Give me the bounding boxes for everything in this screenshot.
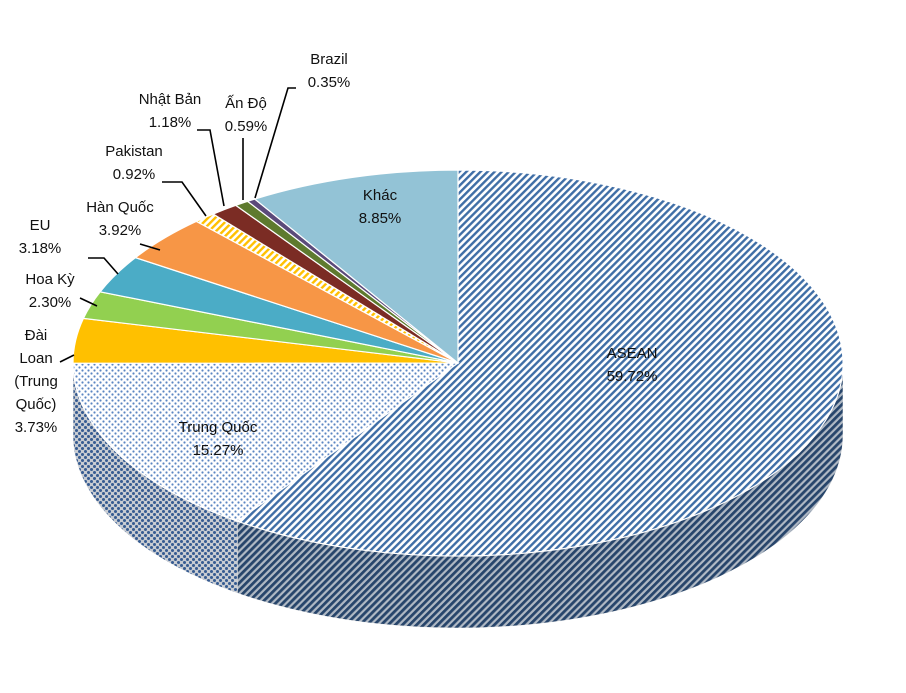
slice-labels: ASEAN 59.72% Trung Quốc 15.27% Đài Loan (Trung… — [14, 51, 657, 459]
leader-pakistan — [162, 181, 207, 217]
label-trung-quoc: Trung Quốc 15.27% — [179, 419, 258, 459]
side-shade — [73, 363, 843, 628]
label-han-quoc: Hàn Quốc 3.92% — [86, 199, 154, 239]
label-brazil: Brazil 0.35% — [308, 51, 351, 91]
value-label-hoa-ky: 2.30% — [29, 294, 72, 311]
leader-eu — [88, 257, 119, 275]
label-pakistan: Pakistan 0.92% — [105, 143, 163, 183]
pie-top-faces — [72, 169, 844, 557]
value-label-eu: 3.18% — [19, 240, 62, 257]
leader-brazil — [254, 87, 296, 199]
value-label-khac: 8.85% — [359, 210, 402, 227]
value-label-han-quoc: 3.92% — [99, 222, 142, 239]
label-hoa-ky: Hoa Kỳ 2.30% — [25, 271, 75, 311]
label-eu: EU 3.18% — [19, 217, 62, 257]
leader-dai-loan-trung-quoc — [59, 354, 75, 363]
slice-khac — [253, 169, 459, 365]
leader-han-quoc — [139, 243, 161, 251]
value-label-pakistan: 0.92% — [113, 166, 156, 183]
value-label-an-do: 0.59% — [225, 118, 268, 135]
label-nhat-ban: Nhật Bản 1.18% — [139, 91, 202, 131]
leader-lines — [59, 87, 296, 363]
label-asean: ASEAN 59.72% — [607, 345, 658, 385]
leader-nhat-ban — [197, 129, 225, 207]
label-an-do: Ấn Độ 0.59% — [225, 95, 268, 135]
leader-hoa-ky — [79, 297, 98, 307]
label-dai-loan-trung-quoc: Đài Loan (Trung Quốc) 3.73% — [14, 327, 58, 436]
slice-asean — [236, 169, 844, 557]
label-khac: Khác 8.85% — [359, 187, 402, 227]
value-label-trung-quoc: 15.27% — [193, 442, 244, 459]
value-label-asean: 59.72% — [607, 368, 658, 385]
value-label-dai-loan-trung-quoc: 3.73% — [15, 419, 58, 436]
value-label-brazil: 0.35% — [308, 74, 351, 91]
slice-trung-quoc — [72, 362, 460, 522]
value-label-nhat-ban: 1.18% — [149, 114, 192, 131]
